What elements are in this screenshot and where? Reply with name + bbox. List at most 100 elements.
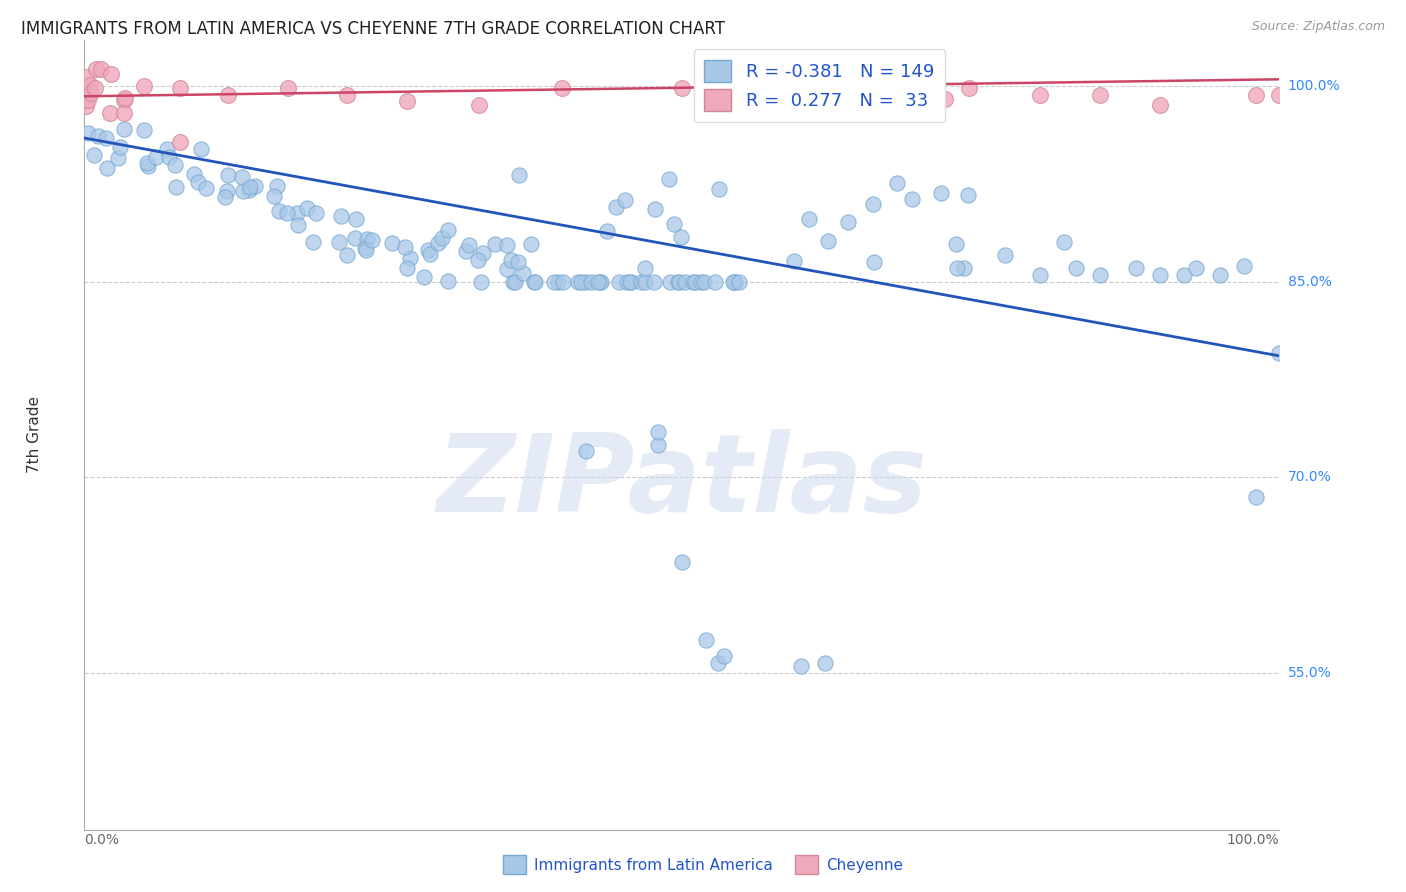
Point	[413, 270, 436, 285]
Point	[616, 275, 638, 289]
Point	[817, 235, 839, 249]
Point	[328, 235, 350, 250]
Point	[457, 238, 479, 252]
Point	[80, 86, 103, 100]
Point	[87, 129, 110, 144]
Point	[454, 244, 477, 258]
Point	[957, 81, 980, 95]
Point	[994, 248, 1017, 262]
Point	[112, 106, 135, 120]
Point	[472, 246, 495, 260]
Point	[183, 167, 205, 181]
Point	[569, 275, 592, 289]
Point	[114, 91, 136, 105]
Point	[669, 229, 692, 244]
Text: 70.0%: 70.0%	[1288, 470, 1331, 484]
Point	[145, 150, 167, 164]
Point	[394, 240, 416, 254]
Point	[1090, 268, 1112, 282]
Point	[666, 275, 689, 289]
Point	[643, 275, 665, 289]
Point	[1090, 87, 1112, 102]
Point	[547, 275, 569, 289]
Point	[285, 206, 308, 220]
Point	[436, 223, 458, 237]
Point	[634, 275, 657, 289]
Text: 100.0%: 100.0%	[1227, 833, 1279, 847]
Point	[837, 214, 859, 228]
Point	[263, 189, 285, 203]
Point	[484, 236, 506, 251]
Point	[630, 275, 652, 289]
Point	[620, 275, 643, 289]
Text: 85.0%: 85.0%	[1288, 275, 1331, 288]
Point	[1244, 490, 1267, 504]
Text: 0.0%: 0.0%	[84, 833, 120, 847]
Point	[419, 247, 441, 261]
Point	[194, 181, 217, 195]
Point	[165, 180, 187, 194]
Text: 55.0%: 55.0%	[1288, 666, 1331, 680]
Point	[1029, 268, 1052, 282]
Point	[727, 275, 749, 289]
Point	[305, 205, 328, 219]
Point	[851, 87, 873, 102]
Point	[84, 62, 107, 77]
Point	[574, 275, 596, 289]
Point	[132, 78, 156, 93]
Point	[90, 62, 112, 77]
Point	[136, 159, 159, 173]
Point	[609, 275, 631, 289]
Point	[110, 140, 132, 154]
Point	[112, 121, 135, 136]
Point	[1053, 235, 1076, 250]
Text: 7th Grade: 7th Grade	[27, 396, 42, 474]
Point	[169, 81, 191, 95]
Point	[287, 218, 309, 232]
Point	[647, 425, 669, 439]
Point	[1125, 261, 1147, 276]
Point	[953, 260, 976, 275]
Point	[330, 210, 353, 224]
Point	[1185, 261, 1208, 276]
Point	[276, 205, 298, 219]
Point	[468, 98, 491, 112]
Point	[693, 275, 716, 289]
Text: 100.0%: 100.0%	[1288, 78, 1340, 93]
Point	[96, 130, 118, 145]
Point	[671, 555, 693, 569]
Point	[591, 275, 613, 289]
Point	[1066, 261, 1088, 276]
Point	[1233, 259, 1256, 273]
Point	[156, 142, 179, 156]
Point	[1173, 268, 1195, 282]
Point	[217, 87, 239, 102]
Point	[519, 237, 541, 252]
Point	[467, 253, 489, 268]
Point	[295, 201, 318, 215]
Point	[1268, 346, 1291, 360]
Point	[112, 94, 135, 108]
Point	[862, 197, 884, 211]
Point	[790, 659, 813, 673]
Point	[506, 255, 529, 269]
Point	[709, 182, 731, 196]
Point	[956, 188, 979, 202]
Point	[75, 70, 97, 84]
Point	[190, 142, 212, 156]
Point	[579, 275, 602, 289]
Point	[336, 87, 359, 102]
Point	[217, 168, 239, 182]
Point	[567, 275, 589, 289]
Point	[215, 184, 238, 198]
Text: IMMIGRANTS FROM LATIN AMERICA VS CHEYENNE 7TH GRADE CORRELATION CHART: IMMIGRANTS FROM LATIN AMERICA VS CHEYENN…	[21, 20, 725, 37]
Point	[634, 261, 657, 276]
Point	[589, 275, 612, 289]
Point	[426, 235, 449, 250]
Point	[96, 161, 118, 175]
Point	[863, 255, 886, 269]
Point	[75, 98, 97, 112]
Point	[575, 444, 598, 458]
Point	[343, 231, 366, 245]
Point	[724, 275, 747, 289]
